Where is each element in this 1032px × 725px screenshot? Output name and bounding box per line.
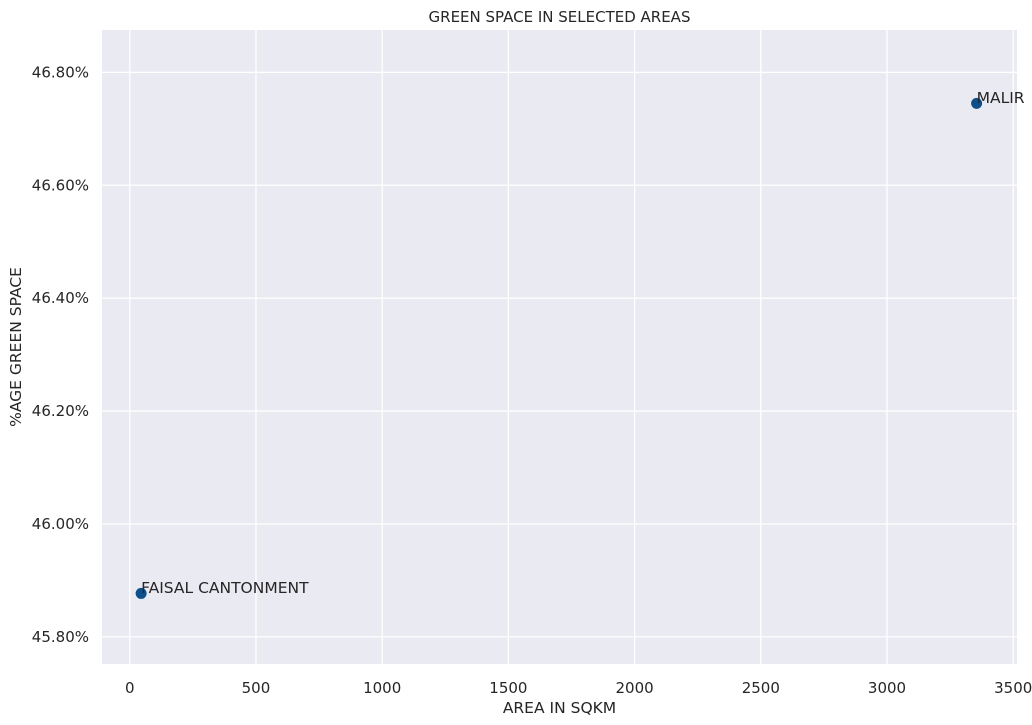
x-tick-label: 2500 <box>742 679 780 697</box>
x-tick-label: 3500 <box>994 679 1032 697</box>
y-tick-label: 46.20% <box>32 402 89 420</box>
y-tick-label: 45.80% <box>32 628 89 646</box>
x-tick-label: 2000 <box>615 679 653 697</box>
x-tick-label: 1000 <box>363 679 401 697</box>
y-tick-label: 46.80% <box>32 63 89 81</box>
y-tick-label: 46.40% <box>32 289 89 307</box>
data-point-label: MALIR <box>977 89 1025 107</box>
x-axis-title: AREA IN SQKM <box>503 699 616 717</box>
data-point <box>135 587 147 599</box>
data-points <box>135 97 983 599</box>
x-tick-labels: 0 500 1000 1500 2000 2500 3000 3500 <box>125 679 1032 697</box>
y-tick-label: 46.00% <box>32 515 89 533</box>
plot-area <box>102 30 1017 664</box>
y-tick-label: 46.60% <box>32 176 89 194</box>
y-axis-title: %AGE GREEN SPACE <box>7 267 25 427</box>
data-point <box>971 97 983 109</box>
grid-lines <box>102 30 1017 664</box>
x-tick-label: 3000 <box>868 679 906 697</box>
y-tick-labels: 45.80% 46.00% 46.20% 46.40% 46.60% 46.80% <box>32 63 89 646</box>
x-tick-label: 1500 <box>489 679 527 697</box>
point-labels: FAISAL CANTONMENT MALIR <box>141 89 1025 597</box>
chart-title: GREEN SPACE IN SELECTED AREAS <box>429 8 691 26</box>
x-tick-label: 500 <box>242 679 271 697</box>
data-point-label: FAISAL CANTONMENT <box>141 579 309 597</box>
x-tick-label: 0 <box>125 679 135 697</box>
